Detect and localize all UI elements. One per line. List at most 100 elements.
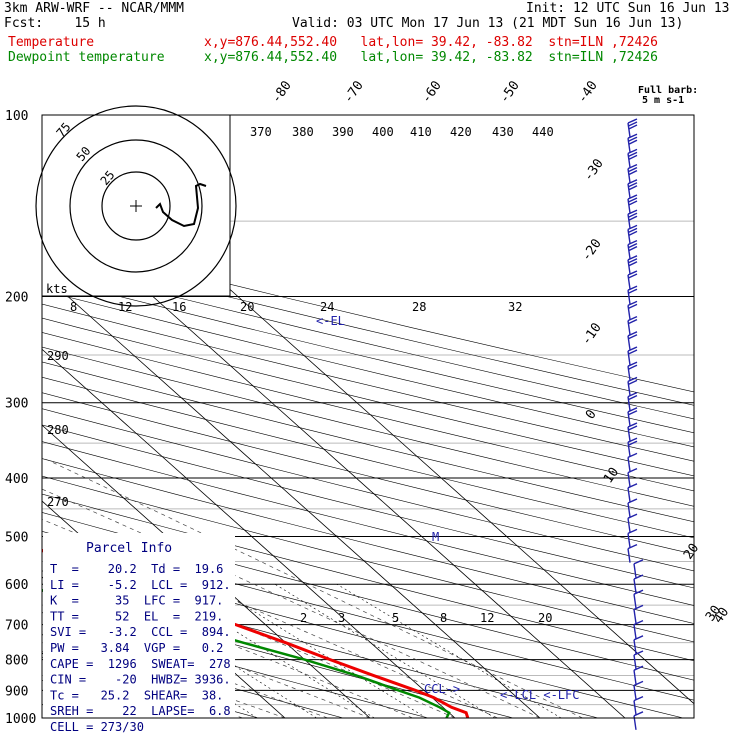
dry-adiabat-line	[42, 424, 694, 589]
wind-barb	[627, 179, 638, 198]
pressure-label: 100	[5, 109, 28, 124]
thetae-label: 290	[47, 349, 69, 363]
wind-barb	[627, 422, 638, 442]
init-time: Init: 12 UTC Sun 16 Jun 13	[526, 1, 730, 16]
hodograph-units: kts	[46, 282, 68, 296]
mixing-ratio-label: 8	[70, 300, 77, 314]
theta-label: 370	[250, 125, 272, 139]
moist-adiabat-line	[42, 457, 583, 718]
el-label: <-EL	[316, 314, 345, 328]
mixing-ratio-label: 24	[320, 300, 334, 314]
pressure-label: 1000	[5, 712, 36, 727]
isotherm-label: 20	[681, 541, 702, 562]
isotherm-label: 10	[601, 465, 622, 486]
dry-adiabat-line	[42, 612, 429, 718]
mixing-ratio-label: 20	[240, 300, 254, 314]
pressure-label: 800	[5, 654, 28, 669]
wind-barb	[627, 407, 638, 426]
parcel-row: SVI = -3.2 CCL = 894.	[50, 625, 231, 639]
theta-label: 430	[492, 125, 514, 139]
dry-adiabat-line	[42, 250, 694, 406]
isotherm-label: -10	[579, 320, 605, 348]
theta-label: 410	[410, 125, 432, 139]
theta-label: 420	[450, 125, 472, 139]
wind-barb	[627, 224, 638, 244]
ccl-label: CCL->	[424, 682, 460, 696]
parcel-row: TT = 52 EL = 219.	[50, 609, 223, 623]
wind-barb	[627, 194, 638, 214]
isotherm-label: -30	[581, 156, 607, 184]
parcel-row: CAPE = 1296 SWEAT= 278	[50, 657, 231, 671]
parcel-row: LI = -5.2 LCL = 912.	[50, 578, 231, 592]
isotherm-label: -20	[579, 236, 605, 264]
hodograph-ring	[35, 105, 237, 307]
parcel-panel-bg	[43, 533, 235, 719]
wind-barb	[627, 300, 638, 320]
pressure-label: 700	[5, 619, 28, 634]
mixing-ratio-label: 32	[508, 300, 522, 314]
mixing-ratio-label-lower: 5	[392, 611, 399, 625]
mixing-ratio-label: 28	[412, 300, 426, 314]
wind-barb	[633, 574, 644, 594]
isotherm-label: -40	[575, 78, 601, 106]
wind-barb	[627, 437, 638, 457]
mixing-ratio-label-lower: 8	[440, 611, 447, 625]
mixing-ratio-label: 16	[172, 300, 186, 314]
wind-barb	[627, 163, 638, 183]
pressure-label: 200	[5, 291, 28, 306]
dry-adiabat-line	[42, 493, 694, 662]
dry-adiabat-line	[42, 237, 694, 393]
wind-barb	[627, 209, 638, 229]
lcl-label: <-LCL <-LFC	[500, 688, 579, 702]
model-title: 3km ARW-WRF -- NCAR/MMM	[4, 1, 185, 16]
wind-barb	[627, 467, 638, 487]
dry-adiabat-line	[42, 263, 694, 420]
mixing-ratio-line	[161, 583, 375, 718]
wind-barb	[627, 346, 638, 366]
barb-key-line1: Full barb:	[638, 85, 698, 96]
parcel-row: SREH = 22 LAPSE= 6.8	[50, 704, 231, 718]
wind-barb	[627, 513, 638, 533]
wind-barb	[633, 650, 644, 670]
temperature-location: x,y=876.44,552.40 lat,lon= 39.42, -83.82…	[204, 35, 658, 50]
forecast-hour: Fcst: 15 h	[4, 16, 106, 31]
mixing-ratio-label-lower: 20	[538, 611, 552, 625]
wind-barb	[627, 543, 638, 563]
m-label: M	[432, 530, 439, 544]
theta-label: 380	[292, 125, 314, 139]
temperature-legend: Temperature	[8, 35, 95, 50]
thetae-label: 270	[47, 495, 69, 509]
wind-barb	[627, 331, 638, 350]
parcel-row: CELL = 273/30	[50, 720, 144, 734]
wind-barb	[633, 711, 644, 730]
dry-adiabat-line	[42, 408, 694, 572]
mixing-ratio-label-lower: 3	[338, 611, 345, 625]
parcel-info-panel: Parcel Info T = 20.2 Td = 19.6 LI = -5.2 L…	[43, 533, 235, 734]
isotherm-label: 40	[711, 605, 732, 626]
pressure-label: 300	[5, 397, 28, 412]
thetae-label: 280	[47, 423, 69, 437]
moist-adiabat-line	[42, 572, 413, 718]
wind-barbs	[627, 118, 644, 730]
wind-barb	[627, 133, 638, 153]
barb-key-line2: 5 m s-1	[642, 95, 684, 106]
wind-barb	[633, 635, 644, 654]
wind-barb	[627, 315, 638, 335]
isotherm-label: 30	[703, 603, 724, 624]
wind-barb	[627, 376, 638, 396]
wind-barb	[633, 559, 644, 578]
isotherm-label: -70	[341, 78, 367, 106]
dry-adiabat-line	[42, 332, 694, 492]
theta-label: 400	[372, 125, 394, 139]
isotherm-label: -60	[419, 78, 445, 106]
valid-time: Valid: 03 UTC Mon 17 Jun 13 (21 MDT Sun …	[292, 16, 684, 31]
pressure-label: 600	[5, 578, 28, 593]
hodograph-ring	[69, 139, 203, 273]
hodograph-trace	[155, 182, 207, 228]
mixing-ratio-label-lower: 12	[480, 611, 494, 625]
wind-barb	[627, 498, 638, 518]
parcel-row: CIN = -20 HWBZ= 3936.	[50, 673, 231, 687]
